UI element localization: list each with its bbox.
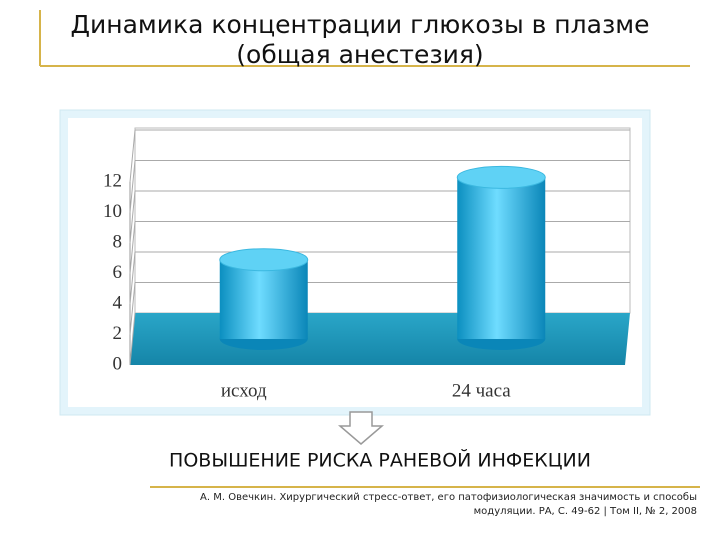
bar-top [219, 248, 309, 272]
floor [130, 313, 630, 365]
conclusion: ПОВЫШЕНИЕ РИСКА РАНЕВОЙ ИНФЕКЦИИ [169, 449, 591, 472]
bar-body [457, 177, 546, 339]
bar-top [456, 165, 546, 189]
y-tick-label: 0 [113, 353, 123, 374]
grid-line [129, 312, 136, 366]
citation: модуляции. РА, С. 49-62 | Том II, № 2, 2… [474, 506, 697, 517]
y-tick-label: 2 [113, 323, 123, 344]
citation: А. М. Овечкин. Хирургический стресс-отве… [200, 492, 697, 503]
y-tick-label: 4 [113, 292, 123, 313]
y-tick-label: 8 [113, 231, 123, 252]
chart: 0 2 4 6 8 10 12 исход 24 часа [103, 127, 631, 401]
y-tick-label: 12 [103, 170, 122, 191]
back-wall [134, 127, 631, 314]
x-tick-label: 24 часа [452, 380, 511, 401]
grid-line [129, 129, 136, 183]
grid-line [129, 282, 136, 335]
bar [219, 248, 309, 350]
bar [456, 165, 546, 350]
title: Динамика концентрации глюкозы в плазме [70, 10, 649, 39]
title: (общая анестезия) [236, 40, 483, 69]
arrow [337, 411, 385, 445]
y-tick-label: 10 [103, 201, 122, 222]
grid-line [129, 221, 136, 274]
grid-line [129, 251, 136, 305]
grid-line [129, 190, 136, 244]
bar-body [219, 259, 308, 339]
x-tick-label: исход [221, 380, 267, 401]
grid-line [129, 160, 136, 213]
y-tick-label: 6 [113, 262, 123, 283]
